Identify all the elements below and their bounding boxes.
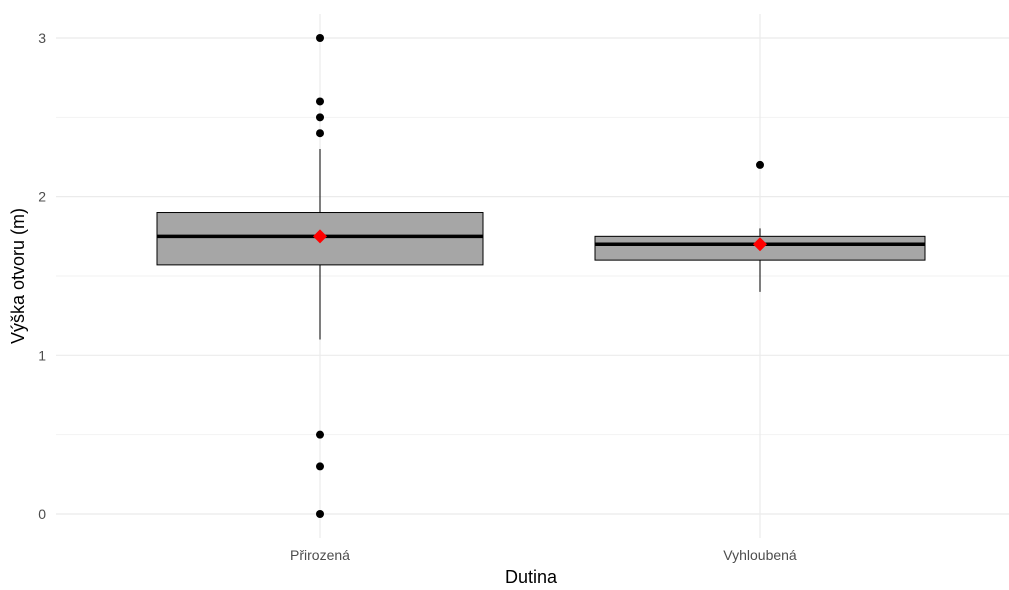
x-axis: Přirozená Vyhloubená: [290, 547, 797, 563]
box-group: [594, 160, 926, 292]
outlier-point: [316, 97, 324, 106]
box-group: [156, 33, 484, 518]
outlier-point: [756, 160, 764, 169]
y-axis: 0 1 2 3: [38, 30, 46, 522]
x-tick-label: Vyhloubená: [723, 547, 797, 563]
y-tick-label: 0: [38, 506, 46, 522]
outlier-point: [316, 510, 324, 518]
mean-marker: [753, 237, 767, 252]
outlier-point: [316, 129, 324, 138]
plot-area: [156, 33, 926, 518]
outlier-point: [316, 33, 324, 42]
x-tick-label: Přirozená: [290, 547, 350, 563]
y-tick-label: 1: [38, 347, 46, 363]
outlier-point: [316, 113, 324, 122]
x-axis-title: Dutina: [505, 567, 558, 587]
grid: [56, 14, 1009, 538]
mean-marker: [313, 229, 327, 244]
y-tick-label: 2: [38, 189, 46, 205]
outlier-point: [316, 430, 324, 439]
outlier-point: [316, 462, 324, 471]
y-axis-title: Výška otvoru (m): [8, 208, 28, 344]
y-tick-label: 3: [38, 30, 46, 46]
